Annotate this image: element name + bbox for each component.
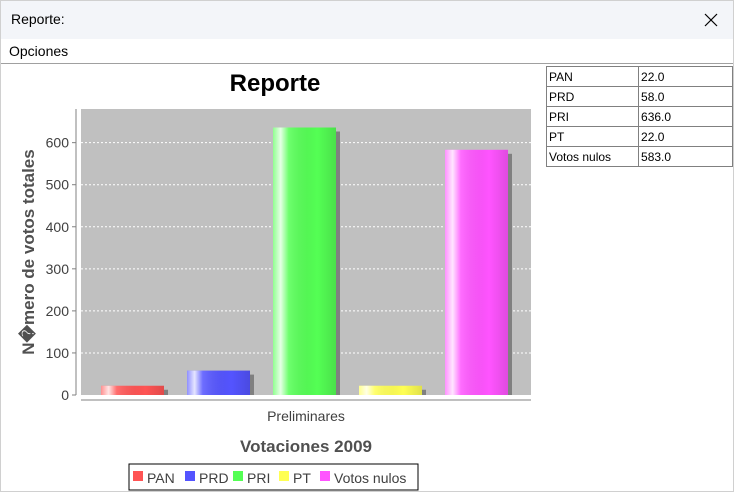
legend-swatch <box>133 471 143 481</box>
chart-title: Reporte <box>230 70 321 97</box>
data-table: PAN 22.0 PRD 58.0 PRI 636.0 PT 22.0 Votos nulos 5… <box>545 66 733 167</box>
bar-votos-nulos <box>445 149 512 395</box>
bar-chart: Reporte 0 100 200 300 400 500 600 Preliminares… <box>18 70 531 491</box>
legend <box>128 463 419 491</box>
table-cell-name: PRI <box>545 106 640 127</box>
legend-label: PRD <box>199 470 229 486</box>
table-row: PRD 58.0 <box>545 86 733 107</box>
table-row: PRI 636.0 <box>545 106 733 127</box>
bar-highlight <box>445 149 508 395</box>
close-icon <box>704 13 718 27</box>
table-cell-name: Votos nulos <box>545 146 640 167</box>
x-axis-label: Votaciones 2009 <box>240 437 372 456</box>
bar-prd <box>187 370 254 395</box>
y-tick-label: 100 <box>46 345 70 361</box>
y-axis-ticks: 0 100 200 300 400 500 600 <box>46 135 76 403</box>
table-row: PT 22.0 <box>545 126 733 147</box>
close-button[interactable] <box>689 1 733 39</box>
y-tick-label: 0 <box>61 387 69 403</box>
window-title: Reporte: <box>11 11 65 27</box>
bar-highlight <box>101 385 164 395</box>
menu-opciones[interactable]: Opciones <box>9 43 69 59</box>
legend-swatch <box>320 471 330 481</box>
bar-pt <box>359 385 426 395</box>
legend-swatch <box>279 471 289 481</box>
table-cell-value: 22.0 <box>638 66 733 87</box>
table-cell-name: PRD <box>545 86 640 107</box>
chart-panel: Reporte 0 100 200 300 400 500 600 Preliminares… <box>1 65 546 491</box>
table-row: Votos nulos 583.0 <box>545 146 733 167</box>
table-cell-value: 22.0 <box>638 126 733 147</box>
y-tick-label: 400 <box>46 219 70 235</box>
legend-items: PAN PRD PRI PT Votos nulos <box>133 470 406 486</box>
table-cell-value: 636.0 <box>638 106 733 127</box>
legend-swatch <box>233 471 243 481</box>
table-cell-value: 58.0 <box>638 86 733 107</box>
y-tick-label: 200 <box>46 303 70 319</box>
table-cell-name: PT <box>545 126 640 147</box>
table-cell-value: 583.0 <box>638 146 733 167</box>
bar-highlight <box>187 370 250 395</box>
y-tick-label: 600 <box>46 135 70 151</box>
bar-highlight <box>359 385 422 395</box>
legend-label: PRI <box>247 470 270 486</box>
table-cell-name: PAN <box>545 66 640 87</box>
y-tick-label: 500 <box>46 177 70 193</box>
y-axis-label: N�mero de votos totales <box>18 149 38 354</box>
legend-label: Votos nulos <box>334 470 406 486</box>
bar-pri <box>273 127 340 395</box>
legend-swatch <box>185 471 195 481</box>
legend-label: PT <box>293 470 311 486</box>
table-row: PAN 22.0 <box>545 66 733 87</box>
content-area: Reporte 0 100 200 300 400 500 600 Preliminares… <box>1 65 733 491</box>
x-category-label: Preliminares <box>267 408 345 424</box>
bars <box>101 127 512 395</box>
bar-pan <box>101 385 168 395</box>
menu-bar: Opciones <box>1 39 733 64</box>
legend-label: PAN <box>147 470 175 486</box>
y-tick-label: 300 <box>46 261 70 277</box>
title-bar: Reporte: <box>1 1 733 39</box>
bar-highlight <box>273 127 336 395</box>
